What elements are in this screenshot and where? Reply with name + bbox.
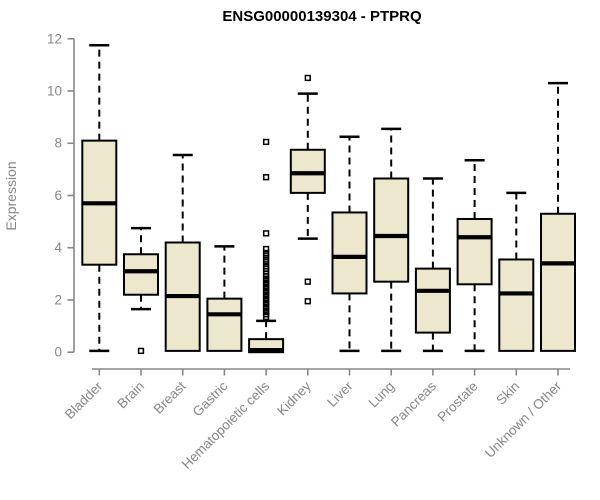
x-category-label: Lung: [365, 379, 397, 411]
boxplot-skin: [498, 191, 535, 352]
boxplot-liver: [331, 135, 368, 353]
box-iqr: [456, 217, 493, 286]
outlier-point: [262, 262, 270, 270]
box-iqr: [123, 253, 159, 296]
y-tick-label: 0: [54, 345, 62, 360]
outlier-point: [137, 347, 145, 355]
boxplot-hematopoietic-cells: [248, 138, 285, 354]
x-category-label: Breast: [151, 378, 189, 416]
boxplot-gastric: [206, 245, 243, 352]
box-iqr: [414, 267, 451, 334]
box-iqr: [373, 177, 410, 283]
x-category-label: Skin: [493, 379, 522, 408]
boxplot-bladder: [81, 44, 118, 353]
boxplot-brain: [123, 226, 159, 355]
y-tick-label: 6: [54, 188, 62, 203]
outlier-point: [304, 74, 311, 82]
boxplot-unknown-other: [540, 81, 576, 352]
x-category-label: Unknown / Other: [482, 378, 565, 461]
y-axis: 0 2 4 6 8 10 12: [47, 31, 75, 360]
boxplot-breast: [164, 153, 201, 352]
outlier-point: [262, 256, 270, 263]
y-tick-label: 4: [54, 240, 62, 255]
y-axis-title: Expression: [3, 161, 19, 230]
boxplot-kidney: [289, 74, 326, 305]
outlier-point: [262, 245, 270, 253]
box-iqr: [206, 297, 243, 352]
x-category-label: Prostate: [435, 379, 481, 425]
chart-title: ENSG00000139304 - PTPRQ: [222, 8, 422, 25]
x-category-label: Liver: [324, 378, 356, 410]
x-category-label: Gastric: [190, 378, 231, 419]
x-category-label: Pancreas: [388, 378, 439, 429]
outlier-point: [262, 138, 270, 146]
box-iqr: [540, 212, 576, 352]
y-tick-label: 2: [54, 292, 62, 307]
box-iqr: [498, 258, 535, 352]
outlier-point: [262, 230, 270, 237]
outlier-point: [262, 249, 270, 257]
y-tick-label: 12: [47, 31, 62, 46]
y-tick-label: 10: [47, 84, 62, 99]
box-iqr: [331, 211, 368, 295]
boxplot-lung: [373, 127, 410, 353]
x-category-label: Brain: [114, 379, 147, 412]
outlier-point: [304, 278, 311, 285]
x-category-label: Kidney: [274, 378, 314, 418]
boxplot-pancreas: [414, 177, 451, 353]
outlier-point: [304, 298, 311, 305]
outlier-point: [262, 174, 270, 181]
y-tick-label: 8: [54, 136, 62, 151]
x-category-label: Bladder: [62, 378, 106, 422]
plot-area: 0 2 4 6 8 10 12 Bladder Brain Breast GastricHemato…: [47, 31, 576, 472]
boxplot-prostate: [456, 158, 493, 353]
